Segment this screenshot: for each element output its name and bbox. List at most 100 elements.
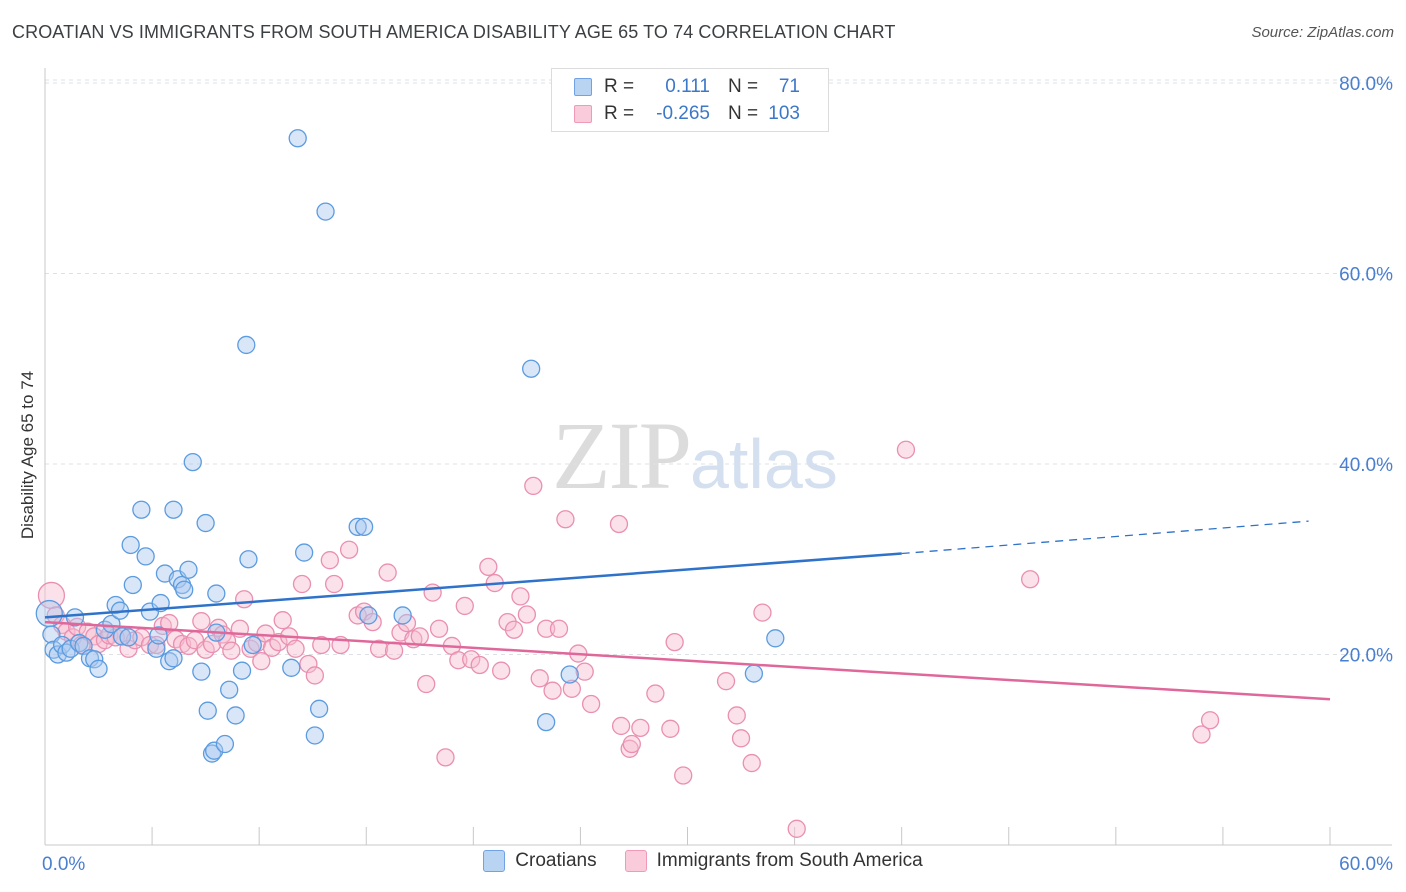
data-point-immigrants	[470, 655, 489, 675]
y-tick-label: 60.0%	[1339, 265, 1393, 286]
data-point-immigrants	[896, 440, 916, 459]
x-tick-label: 60.0%	[1339, 854, 1393, 875]
data-point-croatians	[744, 664, 764, 683]
data-point-immigrants	[530, 669, 549, 688]
legend-n-value: 71	[778, 76, 800, 97]
data-point-croatians	[183, 452, 202, 472]
data-point-immigrants	[727, 706, 746, 725]
legend-item-croatians[interactable]: Croatians	[483, 850, 597, 872]
axes	[44, 68, 1392, 846]
data-point-croatians	[537, 712, 556, 732]
data-point-immigrants	[192, 612, 211, 631]
data-point-croatians	[359, 606, 378, 625]
data-point-immigrants	[235, 590, 254, 609]
data-point-immigrants	[556, 510, 575, 529]
data-point-croatians	[237, 335, 256, 355]
data-point-croatians	[164, 500, 183, 519]
data-point-croatians	[123, 575, 142, 595]
data-point-croatians	[393, 606, 412, 625]
data-point-croatians	[65, 608, 85, 627]
legend-n-value: 103	[768, 103, 800, 124]
data-point-immigrants	[731, 729, 751, 748]
data-point-immigrants	[742, 753, 761, 773]
series-legend: Croatians Immigrants from South America	[0, 850, 1406, 872]
data-point-croatians	[147, 639, 166, 658]
legend-row-immigrants: R = -0.265 N = 103	[574, 102, 800, 126]
data-point-croatians	[175, 580, 194, 599]
data-point-croatians	[179, 560, 198, 579]
axis-tick-labels: 20.0% 40.0% 60.0% 80.0% 0.0% 60.0%	[42, 74, 1393, 875]
data-point-immigrants	[378, 563, 397, 582]
legend-item-label: Immigrants from South America	[656, 850, 923, 871]
data-point-immigrants	[455, 596, 474, 616]
data-point-immigrants	[549, 619, 569, 638]
data-point-immigrants	[269, 632, 288, 652]
data-point-immigrants	[622, 734, 641, 754]
legend-item-immigrants[interactable]: Immigrants from South America	[624, 850, 923, 872]
data-point-immigrants	[417, 674, 436, 694]
legend-row-croatians: R = 0.111 N = 71	[574, 75, 800, 99]
legend-r-value: 0.111	[665, 76, 710, 97]
data-point-croatians	[560, 665, 579, 684]
data-point-croatians	[89, 659, 108, 678]
data-point-immigrants	[273, 611, 292, 630]
data-point-immigrants	[661, 719, 680, 738]
data-point-immigrants	[524, 476, 543, 496]
data-point-immigrants	[222, 641, 241, 660]
data-point-croatians	[305, 726, 325, 745]
data-point-immigrants	[1200, 711, 1220, 730]
data-point-immigrants	[286, 639, 305, 658]
data-point-immigrants	[581, 694, 601, 714]
y-tick-label: 20.0%	[1339, 646, 1393, 667]
data-point-croatians	[202, 744, 222, 763]
y-axis-label: Disability Age 65 to 74	[18, 370, 37, 540]
data-point-croatians	[198, 701, 217, 720]
data-point-immigrants	[299, 654, 318, 674]
data-point-immigrants	[292, 574, 312, 594]
legend-n-label: N =	[728, 76, 759, 97]
data-point-immigrants	[562, 679, 581, 698]
data-point-immigrants	[479, 557, 498, 577]
data-point-immigrants	[611, 716, 631, 736]
data-point-immigrants	[1021, 570, 1040, 589]
y-tick-label: 80.0%	[1339, 74, 1393, 95]
data-point-croatians	[164, 649, 183, 668]
data-point-immigrants	[646, 684, 665, 703]
data-point-croatians	[232, 661, 252, 680]
data-point-croatians	[354, 517, 374, 537]
data-point-immigrants	[160, 613, 179, 633]
legend-n-label: N =	[728, 103, 759, 124]
data-point-immigrants	[320, 551, 339, 570]
legend-r-label: R =	[604, 76, 635, 97]
data-point-croatians	[316, 202, 335, 221]
y-tick-label: 40.0%	[1339, 455, 1393, 476]
data-point-immigrants	[384, 641, 404, 660]
data-point-croatians	[309, 699, 329, 718]
data-point-immigrants	[517, 605, 537, 624]
data-point-immigrants	[339, 540, 359, 559]
data-point-immigrants	[674, 766, 693, 785]
data-point-immigrants	[492, 661, 511, 680]
watermark-zip: ZIP	[552, 402, 692, 509]
data-point-croatians	[136, 547, 155, 566]
trend-extension-croatians	[901, 520, 1309, 555]
data-point-croatians	[766, 629, 785, 648]
trend-lines	[44, 520, 1331, 701]
data-point-immigrants	[631, 718, 650, 737]
data-point-croatians	[196, 513, 215, 533]
legend-item-label: Croatians	[515, 850, 597, 871]
data-point-immigrants	[449, 651, 468, 670]
correlation-legend: R = 0.111 N = 71 R = -0.265 N = 103	[551, 68, 829, 132]
data-point-immigrants	[511, 587, 530, 606]
data-point-croatians	[294, 543, 314, 562]
data-point-croatians	[243, 635, 262, 655]
data-point-croatians	[288, 129, 307, 148]
legend-r-label: R =	[604, 103, 635, 124]
chart-title: CROATIAN VS IMMIGRANTS FROM SOUTH AMERIC…	[12, 22, 896, 42]
data-point-immigrants	[665, 632, 684, 652]
data-point-immigrants	[423, 583, 442, 602]
data-point-immigrants	[609, 514, 629, 534]
data-point-immigrants	[753, 603, 772, 622]
data-point-immigrants	[429, 619, 449, 638]
